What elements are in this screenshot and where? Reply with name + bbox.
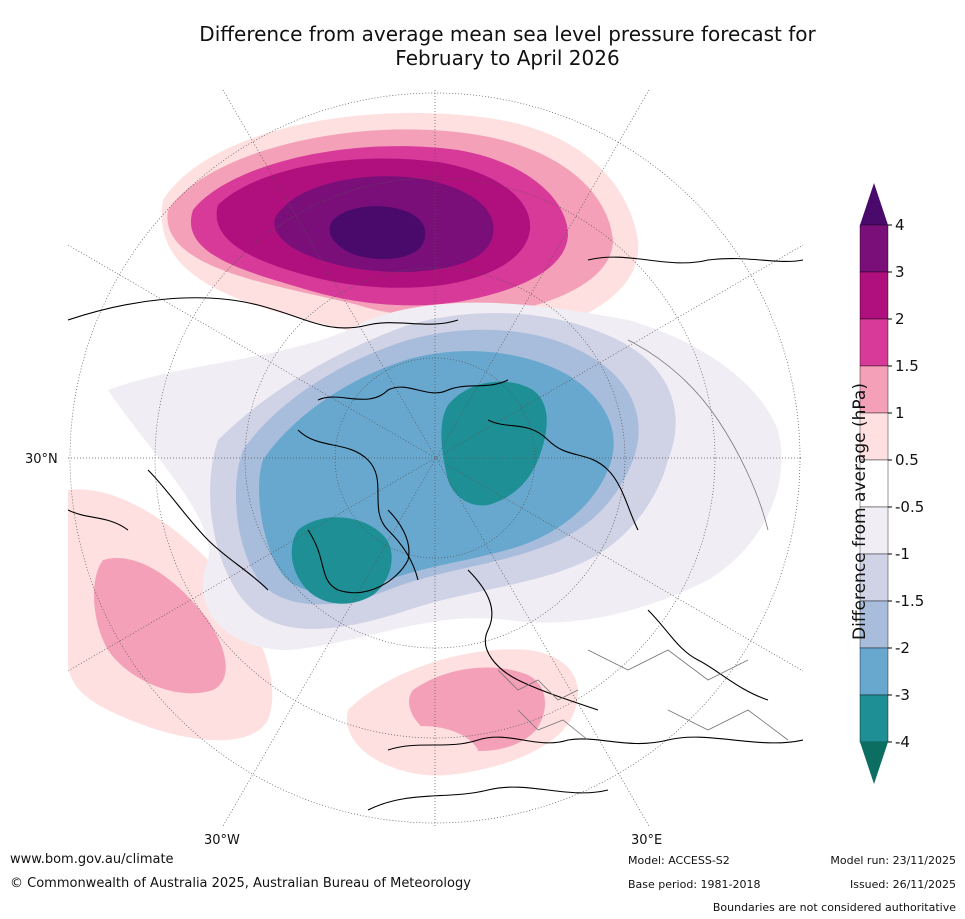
colorbar-swatch [859,600,889,649]
colorbar-ticks: 4 3 2 1.5 1 0.5 -0.5 -1 -1.5 -2 -3 -4 [888,216,924,751]
colorbar-tick-label: 1.5 [895,357,919,375]
colorbar-swatch [859,224,889,273]
lon-label-30e: 30°E [631,833,663,848]
footer-model-run: Model run: 23/11/2025 [830,854,956,867]
positive-anomaly-west [68,489,273,741]
colorbar: 4 3 2 1.5 1 0.5 -0.5 -1 -1.5 -2 -3 -4 [859,183,924,784]
colorbar-tick-label: 3 [895,263,905,281]
colorbar-swatch [859,506,889,555]
colorbar-extend-top [860,183,888,225]
colorbar-tick-label: -1.5 [895,592,924,610]
colorbar-swatch [859,365,889,414]
colorbar-tick-label: -4 [895,733,910,751]
colorbar-tick-label: 2 [895,310,905,328]
footer-copyright: © Commonwealth of Australia 2025, Austra… [10,876,471,891]
coastlines [68,256,803,811]
colorbar-tick-label: 1 [895,404,905,422]
colorbar-swatch [859,553,889,602]
colorbar-swatch [859,647,889,696]
footer-disclaimer: Boundaries are not considered authoritat… [712,901,956,914]
map-title: Difference from average mean sea level p… [140,22,875,70]
colorbar-tick-label: -1 [895,545,910,563]
colorbar-swatches [859,183,889,784]
colorbar-tick-label: -0.5 [895,498,924,516]
colorbar-swatch [859,271,889,320]
title-line-1: Difference from average mean sea level p… [199,22,816,46]
colorbar-title: Difference from average (hPa) [850,383,870,640]
footer-model: Model: ACCESS-S2 [628,854,730,867]
colorbar-tick-label: 4 [895,216,905,234]
colorbar-swatch [859,412,889,461]
footer-issued: Issued: 26/11/2025 [849,878,956,891]
colorbar-extend-bottom [860,742,888,784]
colorbar-tick-label: -2 [895,639,910,657]
pressure-anomaly-map [68,90,803,826]
colorbar-swatch [859,694,889,743]
colorbar-swatch [859,459,889,508]
country-borders [497,339,789,741]
colorbar-tick-label: 0.5 [895,451,919,469]
lon-label-30w: 30°W [204,833,240,848]
positive-anomaly-pacific [161,112,639,347]
title-line-2: February to April 2026 [395,46,620,70]
footer-base-period: Base period: 1981-2018 [628,878,761,891]
colorbar-tick-label: -3 [895,686,910,704]
colorbar-swatch [859,318,889,367]
footer-url[interactable]: www.bom.gov.au/climate [10,852,174,867]
lat-label-30n: 30°N [25,452,58,467]
